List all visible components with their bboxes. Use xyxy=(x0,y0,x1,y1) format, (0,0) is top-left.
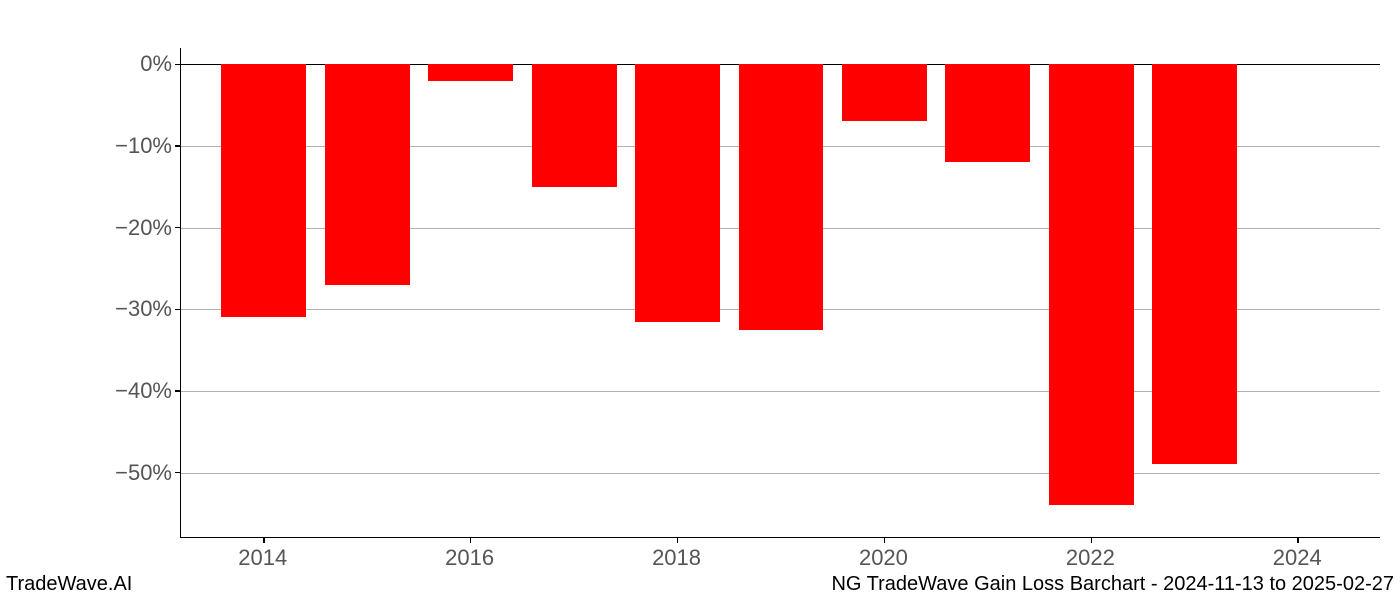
grid-line xyxy=(181,473,1380,474)
bar xyxy=(428,64,513,80)
x-tick-label: 2020 xyxy=(859,545,908,571)
bar xyxy=(221,64,306,317)
footer-right: NG TradeWave Gain Loss Barchart - 2024-1… xyxy=(831,573,1394,596)
y-tick-mark xyxy=(175,145,181,147)
x-tick-mark xyxy=(263,537,265,543)
y-tick-label: −10% xyxy=(92,133,172,159)
x-tick-label: 2016 xyxy=(445,545,494,571)
bar xyxy=(635,64,720,321)
bar xyxy=(739,64,824,329)
x-tick-mark xyxy=(1297,537,1299,543)
x-tick-mark xyxy=(884,537,886,543)
x-tick-label: 2022 xyxy=(1066,545,1115,571)
bar xyxy=(1049,64,1134,505)
bar xyxy=(1152,64,1237,464)
x-tick-label: 2018 xyxy=(652,545,701,571)
y-tick-label: −50% xyxy=(92,460,172,486)
y-tick-label: −20% xyxy=(92,215,172,241)
bar xyxy=(842,64,927,121)
chart-container: 0% −10% −20% −30% −40% −50% 2014 2016 2018 2020 2… xyxy=(0,0,1400,600)
y-tick-mark xyxy=(175,390,181,392)
y-tick-label: −30% xyxy=(92,296,172,322)
x-tick-label: 2014 xyxy=(238,545,287,571)
bar xyxy=(325,64,410,285)
plot-area xyxy=(180,48,1380,538)
y-tick-mark xyxy=(175,227,181,229)
x-tick-label: 2024 xyxy=(1273,545,1322,571)
bar xyxy=(532,64,617,187)
x-tick-mark xyxy=(677,537,679,543)
x-tick-mark xyxy=(470,537,472,543)
bar xyxy=(945,64,1030,162)
y-tick-label: −40% xyxy=(92,378,172,404)
y-tick-mark xyxy=(175,64,181,66)
y-tick-mark xyxy=(175,309,181,311)
y-tick-label: 0% xyxy=(92,51,172,77)
x-tick-mark xyxy=(1091,537,1093,543)
y-tick-mark xyxy=(175,472,181,474)
footer-left: TradeWave.AI xyxy=(6,573,132,596)
